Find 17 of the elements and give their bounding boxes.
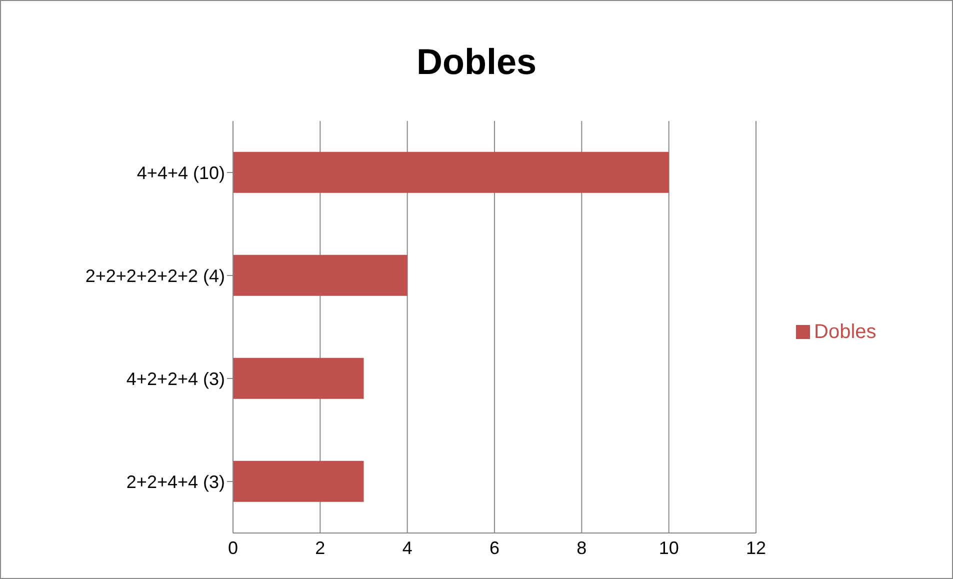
y-tick-label: 2+2+2+2+2+2 (4)	[85, 266, 225, 286]
bar	[233, 152, 669, 193]
x-tick-label: 8	[576, 538, 587, 558]
bar	[233, 460, 364, 502]
y-tick-label: 4+4+4 (10)	[136, 162, 225, 183]
y-tick-label: 4+2+2+4 (3)	[126, 368, 225, 389]
x-tick-label: 0	[228, 538, 238, 558]
x-tick-label: 2	[315, 538, 326, 558]
chart-title: Dobles	[415, 41, 538, 84]
bar	[233, 254, 408, 296]
x-tick-label: 12	[746, 538, 766, 558]
x-tick-label: 6	[489, 538, 500, 558]
x-tick-label: 4	[402, 538, 412, 558]
y-tick-label: 2+2+4+4 (3)	[126, 472, 225, 492]
legend-label: Dobles	[814, 320, 876, 342]
bar	[233, 358, 364, 399]
x-tick-label: 10	[658, 538, 679, 558]
